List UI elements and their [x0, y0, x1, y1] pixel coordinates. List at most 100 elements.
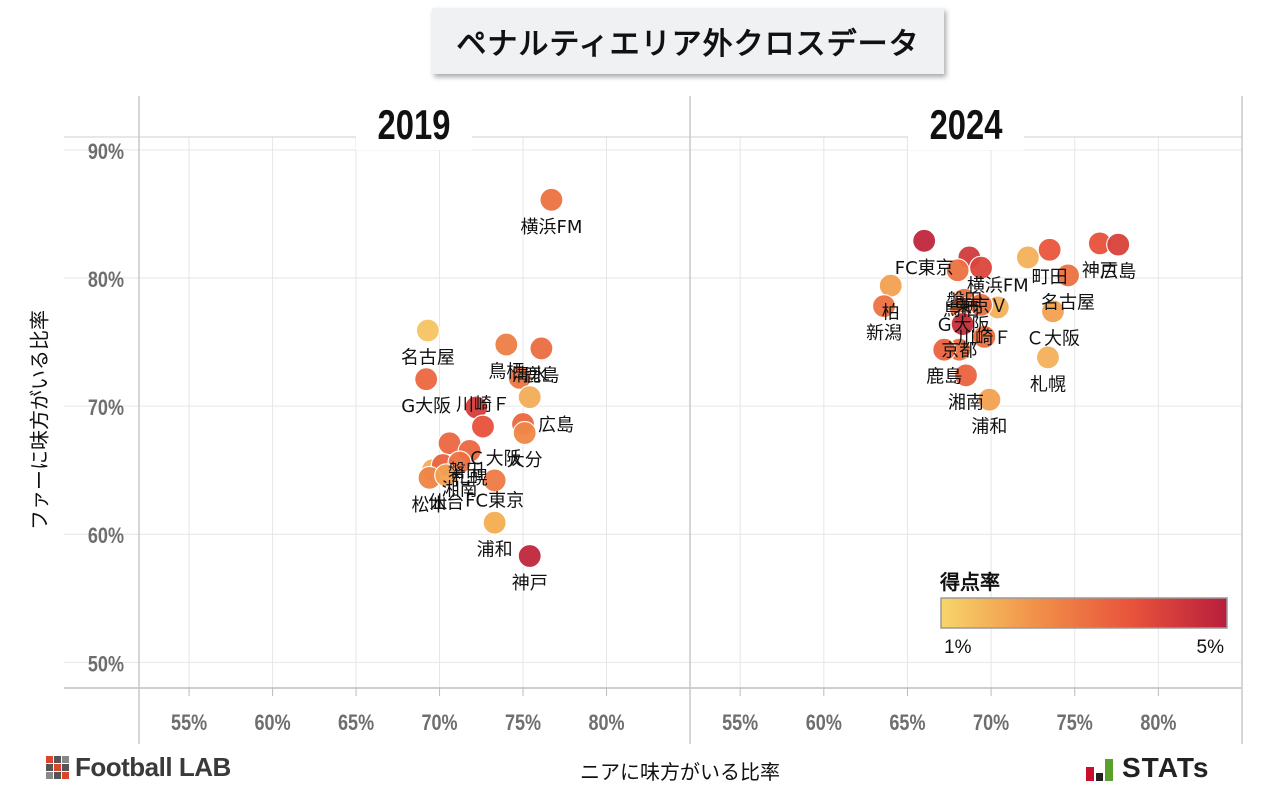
- team-label: G大阪: [401, 396, 451, 417]
- legend-gradient-bar: [940, 597, 1228, 629]
- team-label: 川崎Ｆ: [957, 328, 1011, 349]
- panel-year-label: 2024: [930, 101, 1003, 148]
- data-point: [945, 258, 970, 283]
- team-label: Ｇ大阪: [936, 315, 990, 336]
- team-label: 浦和: [971, 417, 1007, 438]
- data-point-0-清水: [517, 385, 542, 410]
- data-points: [414, 187, 1131, 569]
- data-point: [507, 365, 532, 391]
- x-tick-label: 55%: [722, 711, 758, 735]
- y-tick-label: 70%: [88, 397, 124, 421]
- team-label: 浦和: [477, 540, 513, 561]
- football-lab-grid-icon: [46, 756, 69, 779]
- team-label: 京都: [941, 341, 977, 362]
- stats-logo: STATs: [1086, 752, 1209, 784]
- data-point: [1015, 245, 1040, 270]
- team-label: 東京Ｖ: [954, 296, 1008, 317]
- team-label: 柏: [882, 303, 900, 324]
- football-lab-logo: Football LAB: [46, 752, 231, 783]
- data-point-1-広島: [1106, 232, 1131, 257]
- team-label: 町田: [1032, 267, 1068, 288]
- data-point-0-川崎Ｆ: [470, 414, 496, 439]
- team-label: 神戸: [512, 573, 548, 594]
- x-tick-label: 80%: [588, 711, 624, 735]
- stats-text: STATs: [1122, 752, 1210, 783]
- data-point-0-名古屋: [415, 318, 440, 343]
- data-point-1-浦和: [977, 387, 1002, 412]
- data-point-1-鹿島: [932, 337, 957, 362]
- data-point-1-町田: [1037, 237, 1062, 262]
- stats-bars-icon: [1086, 755, 1114, 781]
- data-point-0-浦和: [482, 510, 507, 535]
- data-point: [968, 255, 994, 280]
- team-label: 湘南: [948, 392, 984, 413]
- data-point-1-Ｃ大阪: [1040, 299, 1066, 324]
- data-point-0-鹿島: [529, 336, 554, 361]
- panel-label-bg: [908, 100, 1024, 150]
- team-label: FC東京: [465, 491, 524, 512]
- x-tick-label: 65%: [338, 711, 374, 735]
- team-label: Ｃ大阪: [468, 448, 522, 469]
- data-point-0-大分: [512, 420, 537, 446]
- chart-title: ペナルティエリア外クロスデータ: [432, 8, 944, 74]
- data-point-0-Ｃ大阪: [482, 468, 507, 493]
- team-label: 鹿島: [926, 367, 962, 388]
- team-label: 鳥栖: [488, 362, 524, 383]
- team-label: 清水: [512, 365, 548, 386]
- x-tick-label: 65%: [889, 711, 925, 735]
- data-point-0-鳥栖: [494, 332, 519, 357]
- y-axis-label: ファーに味方がいる比率: [27, 310, 52, 530]
- color-legend: 得点率 1% 5%: [939, 570, 1228, 658]
- legend-max-label: 5%: [1197, 637, 1225, 658]
- x-tick-label: 60%: [806, 711, 842, 735]
- team-label: 広島: [538, 415, 574, 436]
- y-tick-label: 90%: [88, 140, 124, 164]
- team-label: 横浜FM: [967, 275, 1029, 296]
- team-label: 横浜FM: [520, 217, 582, 238]
- x-tick-label: 75%: [505, 711, 541, 735]
- data-point-1-新潟: [871, 294, 897, 319]
- team-label: 川崎Ｆ: [456, 395, 510, 416]
- data-point-1-名古屋: [1055, 263, 1081, 288]
- x-tick-label: 80%: [1140, 711, 1176, 735]
- panel-label-bg: [356, 100, 472, 150]
- data-point-0-仙台: [434, 463, 459, 488]
- x-tick-label: 55%: [171, 711, 207, 735]
- team-label: 磐田: [946, 291, 982, 312]
- x-tick-label: 70%: [973, 711, 1009, 735]
- legend-title: 得点率: [939, 570, 1000, 594]
- data-point-1-FC東京: [912, 228, 937, 253]
- team-label: 名古屋: [401, 347, 455, 368]
- team-label: 松本: [412, 495, 448, 516]
- team-label: 鹿島: [523, 365, 559, 386]
- data-point-0-横浜FM: [539, 187, 564, 212]
- grid-lines: [64, 137, 1242, 696]
- panel-frames: [64, 96, 1243, 744]
- team-label: 鳥栖: [943, 300, 979, 321]
- y-axis-label-wrap: ファーに味方がいる比率: [8, 300, 68, 540]
- team-label: 湘南: [442, 479, 478, 500]
- axis-tick-labels: 90% 80% 70% 60% 50% 55% 60% 65% 70% 75% 80% 55% 60% 6…: [88, 140, 1177, 735]
- data-point-0-神戸: [517, 543, 542, 569]
- team-label: Ｃ大阪: [1026, 328, 1080, 349]
- team-label: 名古屋: [1041, 292, 1095, 313]
- team-label: 広島: [1100, 262, 1136, 283]
- data-point-1-Ｇ大阪: [950, 311, 975, 337]
- football-lab-text: Football LAB: [75, 752, 231, 782]
- team-label: 新潟: [866, 323, 902, 344]
- team-label: 仙台: [428, 492, 464, 513]
- team-label: 札幌: [452, 468, 488, 489]
- panel-labels: 2019 2024: [356, 100, 1024, 150]
- data-point-1-湘南: [953, 363, 979, 388]
- y-tick-label: 60%: [88, 525, 124, 549]
- team-label: FC東京: [895, 258, 954, 279]
- team-label: 神戸: [1082, 260, 1118, 281]
- team-label: 大分: [507, 450, 543, 471]
- y-tick-label: 80%: [88, 268, 124, 292]
- team-label: 磐田: [448, 461, 484, 482]
- data-point-1-札幌: [1035, 345, 1061, 370]
- data-point-1-東京Ｖ: [968, 292, 994, 317]
- x-axis-label: ニアに味方がいる比率: [580, 760, 780, 784]
